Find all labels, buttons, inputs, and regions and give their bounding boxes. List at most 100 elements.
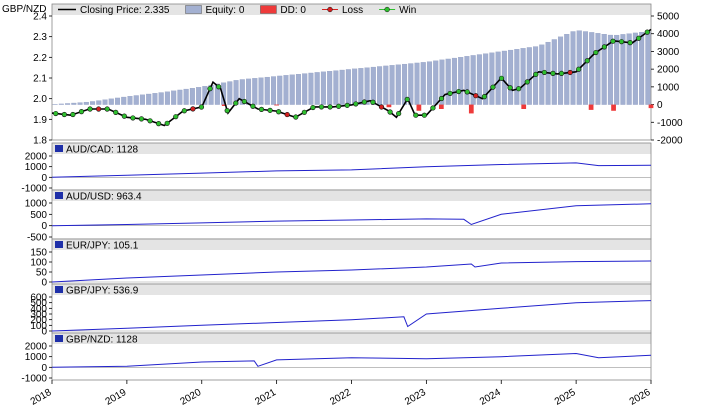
- drawdown-bar: [649, 105, 654, 109]
- win-marker: [413, 113, 418, 118]
- equity-bar: [583, 32, 588, 105]
- legend-label: Loss: [342, 5, 363, 16]
- win-marker: [148, 119, 153, 124]
- equity-bar: [178, 90, 183, 105]
- equity-bar: [383, 66, 388, 105]
- panel-1-tick-label: 1000: [25, 162, 48, 173]
- win-marker: [165, 121, 170, 126]
- equity-bar: [621, 34, 626, 104]
- win-marker: [431, 106, 436, 111]
- win-marker: [88, 107, 93, 112]
- legend-label: Equity: 0: [206, 5, 245, 16]
- equity-bar: [371, 67, 376, 104]
- equity-bar: [296, 74, 301, 104]
- win-marker: [396, 111, 401, 116]
- equity-bar: [265, 77, 270, 104]
- panel-2-legend-box: [55, 192, 63, 199]
- equity-bar: [78, 103, 83, 105]
- equity-bar: [140, 95, 145, 105]
- x-tick-label: 2019: [104, 387, 129, 405]
- equity-bar: [396, 65, 401, 105]
- win-marker: [319, 105, 324, 110]
- right-tick-label: 2000: [657, 65, 680, 76]
- equity-bar: [290, 75, 295, 105]
- equity-bars: [53, 31, 651, 105]
- win-marker: [251, 104, 256, 109]
- equity-bar: [633, 33, 638, 105]
- panel-1-tick-label: -1000: [21, 184, 47, 195]
- main-chart-title: GBP/NZD: [2, 4, 46, 15]
- x-tick-label: 2018: [29, 387, 54, 405]
- panel-2-tick-label: 0: [41, 221, 47, 232]
- equity-bar: [165, 92, 170, 105]
- panel-1-tick-label: 2000: [25, 152, 48, 163]
- win-marker: [525, 80, 530, 85]
- equity-bar: [614, 35, 619, 104]
- win-marker: [199, 105, 204, 110]
- equity-bar: [190, 88, 195, 104]
- panel-3-title: EUR/JPY: 105.1: [66, 241, 139, 252]
- win-marker: [131, 116, 136, 121]
- win-marker: [182, 108, 187, 113]
- equity-bar: [121, 97, 126, 105]
- win-marker: [353, 102, 358, 107]
- panel-3-tick-label: 100: [30, 258, 47, 269]
- panel-1-equity-line: [52, 163, 651, 177]
- equity-bar: [196, 87, 201, 104]
- x-tick-label: 2023: [403, 387, 428, 405]
- x-tick-label: 2020: [178, 387, 203, 405]
- equity-bar: [259, 78, 264, 105]
- panel-3-header-band: [52, 239, 651, 250]
- equity-bar: [334, 71, 339, 105]
- win-marker: [242, 99, 247, 104]
- equity-bar: [521, 48, 526, 104]
- panel-1-title: AUD/CAD: 1128: [66, 145, 139, 156]
- win-marker: [328, 105, 333, 110]
- equity-bar: [146, 94, 151, 105]
- win-marker: [345, 103, 350, 108]
- win-marker: [208, 86, 213, 91]
- x-tick-label: 2026: [628, 387, 653, 405]
- equity-bar: [558, 37, 563, 105]
- win-marker: [311, 105, 316, 110]
- left-tick-label: 1.9: [33, 115, 47, 126]
- x-tick-label: 2025: [553, 387, 578, 405]
- win-marker: [439, 96, 444, 101]
- equity-bar: [346, 69, 351, 104]
- win-marker: [405, 97, 410, 102]
- equity-bar: [458, 57, 463, 104]
- equity-bar: [227, 82, 232, 105]
- panel-1-header-band: [52, 143, 651, 154]
- win-marker: [499, 76, 504, 81]
- win-marker: [71, 112, 76, 117]
- win-marker: [268, 108, 273, 113]
- win-marker: [534, 72, 539, 77]
- win-marker: [105, 107, 110, 112]
- win-marker: [53, 111, 58, 116]
- equity-bar: [433, 61, 438, 105]
- equity-bar: [271, 77, 276, 105]
- equity-bar: [421, 62, 426, 104]
- panel-3-equity-line: [52, 261, 651, 282]
- right-tick-label: 5000: [657, 12, 680, 23]
- equity-bar: [490, 53, 495, 105]
- loss-marker: [568, 70, 573, 75]
- win-marker: [371, 100, 376, 105]
- equity-bar: [302, 74, 307, 105]
- panel-5-tick-label: -1000: [21, 374, 47, 385]
- win-marker: [551, 71, 556, 76]
- equity-bar: [465, 56, 470, 104]
- win-marker: [422, 113, 427, 118]
- drawdown-bar: [611, 105, 616, 111]
- left-tick-label: 1.8: [33, 136, 47, 147]
- drawdown-bar: [417, 105, 422, 111]
- panel-2-title: AUD/USD: 963.4: [66, 192, 142, 203]
- legend-label: DD: 0: [280, 5, 306, 16]
- legend-swatch-marker: [385, 7, 390, 12]
- win-marker: [542, 70, 547, 75]
- drawdown-bar: [589, 105, 594, 110]
- equity-bar: [309, 73, 314, 105]
- panel-2-equity-line: [52, 204, 651, 226]
